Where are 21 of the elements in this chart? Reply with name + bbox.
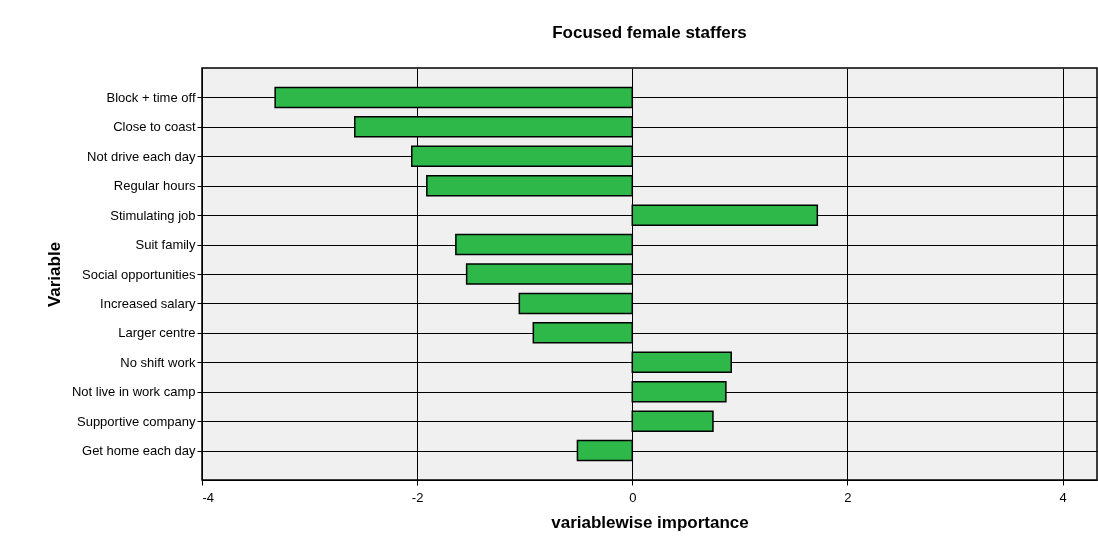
y-tick-label: Stimulating job (110, 207, 196, 223)
y-tick-label: Get home each day (82, 443, 196, 459)
y-tick-label: Not live in work camp (71, 384, 196, 400)
x-tick-label: -2 (411, 489, 424, 505)
x-tick-label: 2 (844, 489, 852, 505)
x-tick-label: -4 (202, 489, 215, 505)
x-axis-title: variablewise importance (551, 512, 749, 532)
y-tick-label: Close to coast (113, 119, 196, 135)
x-tick-label: 0 (629, 489, 637, 505)
y-tick-label: No shift work (120, 354, 196, 370)
y-tick-label: Social opportunities (82, 266, 196, 282)
y-axis-title: Variable (44, 241, 64, 308)
chart-title: Focused female staffers (552, 23, 747, 42)
y-tick-label: Not drive each day (87, 148, 196, 164)
y-tick-label: Larger centre (118, 325, 196, 341)
y-tick-label: Block + time off (106, 89, 196, 105)
y-tick-label: Regular hours (113, 178, 196, 194)
y-tick-label: Suit family (135, 237, 196, 253)
y-tick-label: Increased salary (100, 295, 196, 311)
x-tick-label: 4 (1059, 489, 1067, 505)
y-tick-label: Supportive company (76, 413, 196, 429)
